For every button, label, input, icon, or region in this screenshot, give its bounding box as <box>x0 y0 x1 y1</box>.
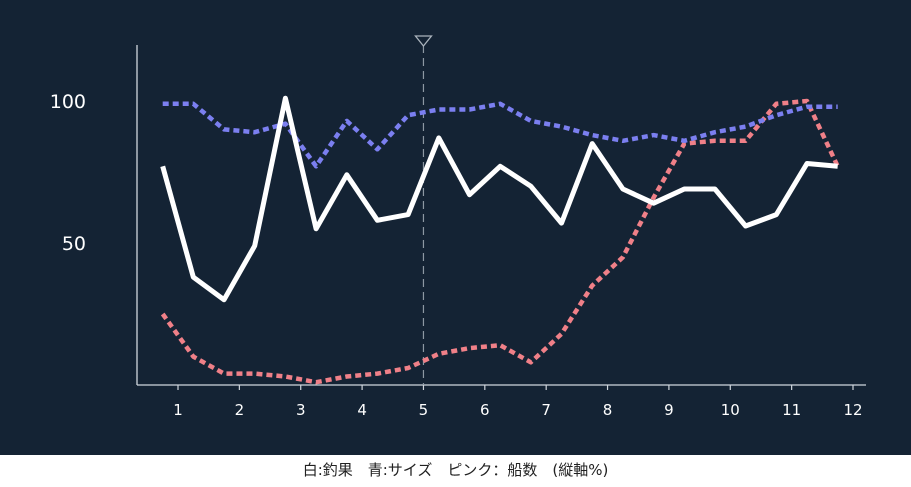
x-tick-label: 6 <box>480 401 490 419</box>
month-marker-triangle-icon <box>414 35 433 48</box>
x-tick-label: 11 <box>782 401 801 419</box>
x-tick-label: 9 <box>664 401 674 419</box>
chart-caption: 白:釣果 青:サイズ ピンク：船数 (縦軸%) <box>302 461 609 479</box>
series-line-size <box>162 101 838 169</box>
x-tick-label: 8 <box>603 401 613 419</box>
y-tick-label: 100 <box>50 91 86 113</box>
y-tick-label: 50 <box>62 233 86 255</box>
x-tick-label: 4 <box>357 401 367 419</box>
series-line-catch <box>160 95 838 303</box>
series-line-boats <box>160 98 840 385</box>
x-tick-label: 3 <box>296 401 306 419</box>
x-tick-label: 12 <box>843 401 862 419</box>
x-tick-label: 5 <box>419 401 429 419</box>
x-tick-label: 10 <box>721 401 740 419</box>
x-tick-label: 7 <box>541 401 551 419</box>
x-tick-label: 2 <box>235 401 245 419</box>
chart-panel: 50 100 1 2 3 4 5 6 7 8 9 10 11 12 <box>0 0 911 455</box>
x-tick-label: 1 <box>173 401 183 419</box>
